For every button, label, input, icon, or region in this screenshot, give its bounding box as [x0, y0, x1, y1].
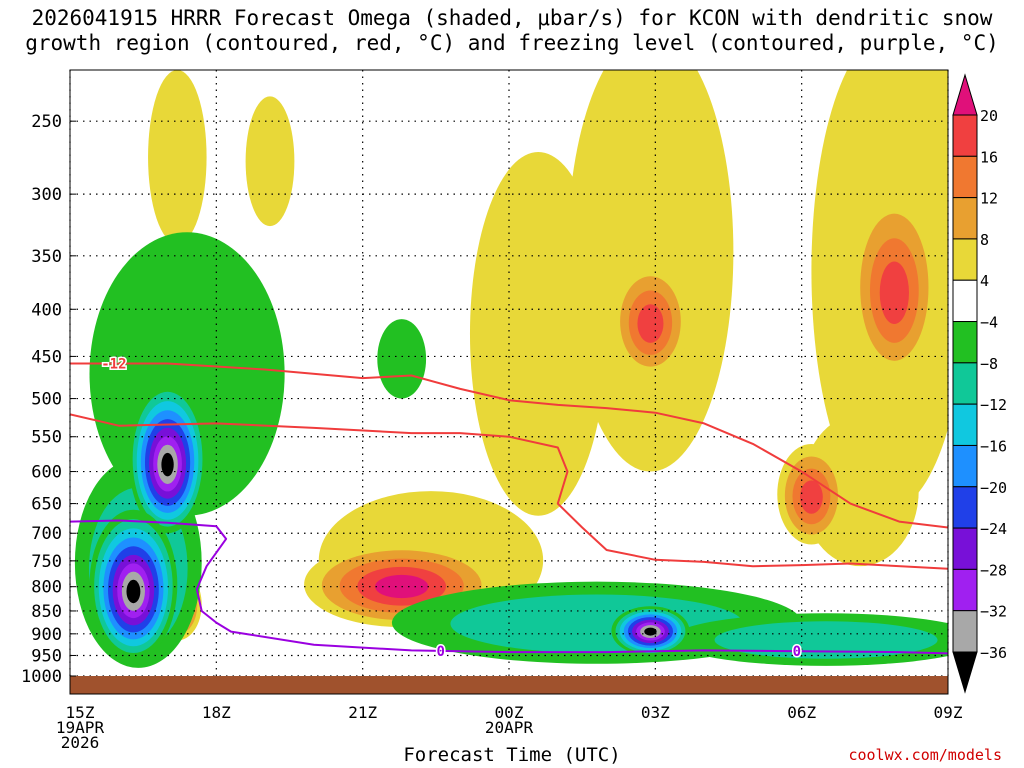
x-tick-label-18-0: 09Z: [934, 703, 963, 722]
x-axis-label: Forecast Time (UTC): [403, 744, 621, 766]
colorbar-label-9: −20: [980, 479, 1007, 497]
x-tick-label-6-0: 21Z: [348, 703, 377, 722]
colorbar-bin-7: [952, 362, 978, 405]
y-tick-label-800: 800: [31, 578, 62, 598]
colorbar-label-0: 20: [980, 107, 998, 125]
y-tick-label-850: 850: [31, 602, 62, 622]
colorbar-label-3: 8: [980, 231, 989, 249]
y-tick-label-950: 950: [31, 646, 62, 666]
omega-level-4: [245, 96, 295, 227]
colorbar-label-11: −28: [980, 561, 1007, 579]
chart-title-line-2: growth region (contoured, red, °C) and f…: [25, 31, 999, 55]
y-tick-label-600: 600: [31, 463, 62, 483]
omega-level-4: [469, 151, 607, 516]
x-tick-label-9-1: 20APR: [485, 718, 534, 737]
x-tick-label-15-0: 06Z: [787, 703, 816, 722]
x-tick-label-0-0: 15Z: [66, 703, 95, 722]
x-tick-label-3-0: 18Z: [202, 703, 231, 722]
y-tick-label-700: 700: [31, 524, 62, 544]
colorbar-bin-12: [952, 568, 978, 612]
colorbar-arrow-bottom: [952, 651, 978, 694]
omega-level-4: [148, 70, 207, 245]
colorbar-bin-13: [952, 610, 978, 653]
y-tick-label-750: 750: [31, 552, 62, 572]
y-tick-label-300: 300: [31, 185, 62, 205]
y-tick-label-500: 500: [31, 390, 62, 410]
colorbar: 20 16 12 8 4 −4 −8 −12 −16 −20 −24 −28 −32 −36: [952, 73, 1007, 694]
y-tick-label-900: 900: [31, 625, 62, 645]
ground-surface: [70, 676, 948, 694]
contour-label-freezing_level-0: 0: [436, 644, 444, 660]
colorbar-label-4: 4: [980, 272, 989, 290]
omega-level-4: [606, 70, 695, 268]
colorbar-bin-2: [952, 155, 978, 199]
colorbar-bin-8: [952, 403, 978, 446]
colorbar-bin-1: [952, 114, 978, 157]
y-tick-label-250: 250: [31, 112, 62, 132]
colorbar-label-8: −16: [980, 437, 1007, 455]
x-tick-label-0-1: 19APR: [56, 718, 105, 737]
y-tick-label-400: 400: [31, 300, 62, 320]
y-axis: 250 300 350 400 450 500 550 600 650 700 750 800 850 9…: [21, 112, 76, 687]
colorbar-label-7: −12: [980, 396, 1007, 414]
y-tick-label-450: 450: [31, 347, 62, 367]
x-tick-label-9-0: 00Z: [495, 703, 524, 722]
y-tick-label-550: 550: [31, 428, 62, 448]
colorbar-label-6: −8: [980, 355, 998, 373]
chart-title-line-1: 2026041915 HRRR Forecast Omega (shaded, …: [31, 6, 993, 30]
contour-freezing_level: [70, 519, 948, 655]
contour-label-dgz_upper-0: -12: [101, 356, 126, 372]
omega-level--36: [644, 627, 657, 636]
colorbar-label-10: −24: [980, 520, 1007, 538]
omega-shading: [74, 70, 948, 668]
x-tick-label-0-2: 2026: [61, 733, 100, 752]
colorbar-label-5: −4: [980, 314, 998, 332]
x-tick-label-12-0: 03Z: [641, 703, 670, 722]
omega-level--4: [377, 319, 427, 399]
colorbar-arrow-top: [952, 73, 978, 116]
y-tick-label-650: 650: [31, 495, 62, 515]
colorbar-label-2: 12: [980, 190, 998, 208]
y-tick-label-350: 350: [31, 247, 62, 267]
omega-level-16: [800, 480, 823, 514]
colorbar-label-1: 16: [980, 148, 998, 166]
colorbar-bin-10: [952, 486, 978, 529]
colorbar-bin-3: [952, 197, 978, 240]
credit-link[interactable]: coolwx.com/models: [848, 746, 1002, 764]
plot-frame: [69, 69, 949, 695]
contour-label-freezing_level-1: 0: [793, 644, 801, 660]
colorbar-bin-4: [952, 238, 978, 281]
omega-level-16: [637, 304, 664, 343]
omega-level--36: [161, 452, 174, 477]
y-tick-label-1000: 1000: [21, 667, 62, 687]
colorbar-bin-11: [952, 527, 978, 570]
contours: -12 0 0: [70, 355, 948, 662]
contour-dgz_lower: [70, 413, 948, 570]
omega-level--8: [714, 621, 938, 659]
omega-level--36: [126, 579, 141, 604]
colorbar-label-13: −36: [980, 644, 1007, 662]
colorbar-bin-5: [952, 279, 978, 323]
omega-level-16: [879, 261, 909, 325]
colorbar-bin-6: [952, 321, 978, 364]
colorbar-label-12: −32: [980, 603, 1007, 621]
contour-dgz_upper: [70, 362, 948, 529]
colorbar-bin-9: [952, 444, 978, 488]
